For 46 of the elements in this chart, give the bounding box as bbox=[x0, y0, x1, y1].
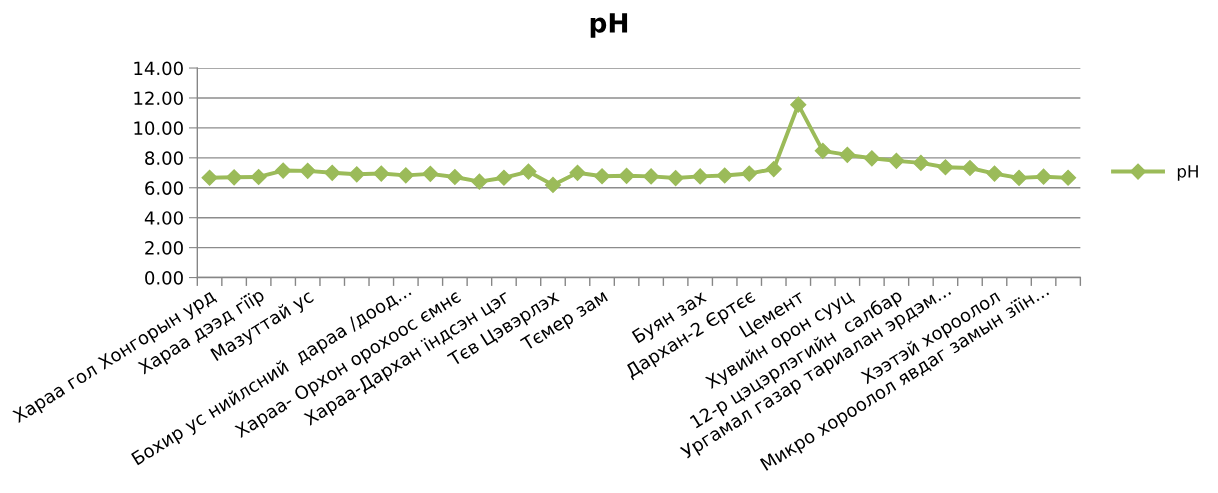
y-tick-label: 8.00 bbox=[145, 151, 183, 165]
y-tick-label: 6.00 bbox=[145, 181, 183, 195]
point bbox=[912, 154, 929, 171]
chart-title: pH bbox=[590, 13, 628, 38]
point bbox=[618, 167, 635, 184]
y-tick-label: 2.00 bbox=[145, 241, 183, 255]
point bbox=[446, 168, 463, 186]
point bbox=[888, 152, 905, 169]
y-tick-label: 0.00 bbox=[145, 271, 183, 285]
point bbox=[348, 166, 365, 183]
point bbox=[986, 165, 1003, 182]
point bbox=[1010, 169, 1028, 186]
point bbox=[495, 169, 512, 186]
y-tick-label: 4.00 bbox=[144, 211, 183, 225]
point bbox=[814, 142, 831, 159]
point bbox=[839, 146, 856, 163]
point bbox=[471, 173, 488, 190]
point bbox=[569, 164, 586, 181]
point bbox=[961, 159, 979, 177]
point bbox=[520, 163, 537, 180]
point bbox=[422, 165, 439, 182]
y-tick-label: 14.00 bbox=[134, 61, 183, 76]
point bbox=[299, 162, 316, 179]
point bbox=[790, 96, 807, 113]
point bbox=[324, 164, 341, 181]
point bbox=[765, 160, 782, 178]
point bbox=[250, 168, 267, 186]
point bbox=[201, 169, 218, 186]
legend-label: pH bbox=[1177, 165, 1198, 181]
point bbox=[643, 168, 660, 185]
point bbox=[667, 169, 684, 187]
point bbox=[373, 165, 390, 182]
y-tick-label: 10.00 bbox=[134, 121, 183, 136]
point bbox=[716, 167, 733, 184]
point bbox=[226, 169, 243, 186]
point bbox=[692, 168, 709, 185]
point bbox=[397, 167, 414, 184]
point bbox=[863, 150, 880, 167]
point bbox=[1060, 169, 1077, 186]
point bbox=[937, 159, 954, 176]
point bbox=[741, 165, 758, 182]
point bbox=[275, 162, 292, 179]
y-tick-label: 12.00 bbox=[134, 91, 183, 106]
point bbox=[1035, 168, 1052, 185]
point bbox=[593, 168, 611, 185]
point bbox=[544, 176, 562, 193]
